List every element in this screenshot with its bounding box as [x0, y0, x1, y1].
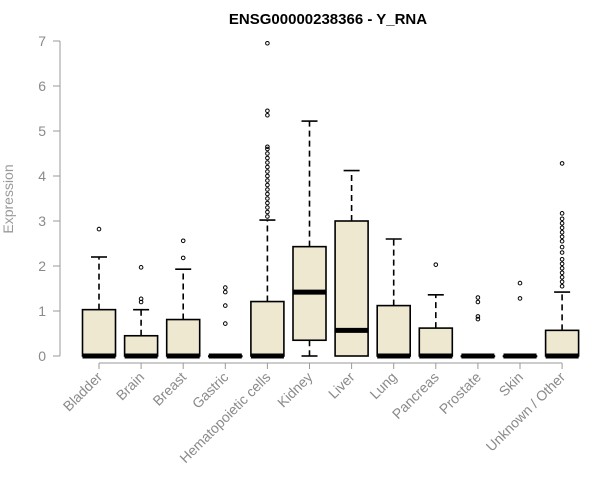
outlier-point [559, 283, 565, 289]
y-tick-label: 1 [38, 303, 46, 319]
outlier-point [559, 265, 565, 271]
outlier-point [265, 160, 270, 165]
outlier-point [475, 314, 481, 319]
x-tick-label: Unknown / Other [483, 369, 569, 455]
box-group [208, 285, 243, 359]
box-group [165, 238, 201, 359]
y-axis-label: Expression [0, 164, 16, 233]
box-group [376, 238, 412, 359]
x-tick-label: Prostate [436, 369, 484, 417]
outlier-point [559, 229, 565, 235]
x-tick-label: Skin [496, 369, 527, 400]
box-group [250, 40, 285, 359]
outlier-point [265, 112, 270, 118]
outlier-point [138, 296, 144, 302]
box [81, 308, 117, 357]
outlier-point [265, 173, 270, 179]
outlier-point [265, 187, 270, 192]
outlier-point [265, 209, 270, 215]
y-tick-label: 4 [38, 168, 46, 184]
outlier-point [265, 205, 270, 210]
x-tick-label: Bladder [60, 369, 106, 415]
outlier-point [265, 200, 270, 206]
box-group [502, 280, 538, 359]
box-group [81, 226, 117, 359]
y-tick-label: 6 [38, 78, 46, 94]
outlier-point [559, 238, 565, 244]
box [334, 220, 369, 357]
outlier-point [223, 289, 228, 295]
x-tick-label: Breast [149, 369, 189, 409]
outlier-point [265, 191, 270, 197]
box-group [418, 262, 454, 359]
outlier-point [265, 151, 270, 156]
y-tick-label: 5 [38, 123, 46, 139]
outlier-point [559, 250, 565, 255]
box [165, 318, 201, 357]
outlier-point [265, 196, 270, 201]
outlier-point [559, 279, 565, 285]
outlier-point [559, 270, 565, 276]
outlier-point [517, 296, 523, 301]
y-tick-label: 3 [38, 213, 46, 229]
outlier-point [475, 316, 481, 322]
y-tick-label: 7 [38, 33, 46, 49]
outlier-point [559, 261, 565, 267]
outlier-point [223, 321, 228, 326]
outlier-point [138, 265, 144, 270]
x-tick-label: Lung [366, 369, 399, 402]
box [544, 329, 580, 357]
x-tick-label: Pancreas [389, 369, 442, 422]
x-tick-label: Liver [325, 369, 358, 402]
box-group [123, 265, 159, 359]
outlier-point [559, 211, 565, 216]
outlier-point [559, 256, 565, 262]
outlier-point [265, 169, 270, 174]
outlier-point [96, 226, 102, 232]
outlier-point [559, 244, 565, 250]
box-group [334, 169, 369, 357]
outlier-point [559, 161, 565, 166]
outlier-point [517, 280, 523, 286]
outlier-point [265, 144, 270, 150]
y-tick-label: 2 [38, 258, 46, 274]
outlier-point [265, 146, 270, 152]
outlier-point [180, 255, 186, 261]
box [250, 300, 285, 357]
outlier-point [265, 182, 270, 188]
x-tick-label: Kidney [274, 369, 316, 411]
plot-area [81, 40, 580, 359]
box [123, 334, 159, 357]
outlier-point [265, 178, 270, 183]
outlier-point [265, 155, 270, 161]
box [376, 304, 412, 357]
outlier-point [265, 40, 270, 46]
box [418, 327, 454, 357]
outlier-point [559, 274, 565, 280]
box-group [544, 161, 580, 359]
outlier-point [559, 234, 565, 240]
outlier-point [475, 299, 481, 305]
outlier-point [433, 262, 439, 267]
chart-title: ENSG00000238366 - Y_RNA [229, 11, 427, 28]
outlier-point [559, 225, 565, 231]
outlier-point [223, 303, 228, 308]
outlier-point [223, 285, 228, 290]
box-group [460, 295, 496, 359]
y-axis: 0 1 2 3 4 5 6 7 [38, 33, 61, 364]
box-group [292, 120, 327, 357]
outlier-point [475, 295, 481, 300]
outlier-point [559, 216, 565, 222]
outlier-point [559, 220, 565, 226]
outlier-point [180, 238, 186, 244]
x-tick-label: Brain [113, 369, 147, 403]
y-tick-label: 0 [38, 348, 46, 364]
outlier-point [265, 108, 270, 114]
outlier-point [265, 164, 270, 170]
outlier-point [265, 214, 270, 219]
